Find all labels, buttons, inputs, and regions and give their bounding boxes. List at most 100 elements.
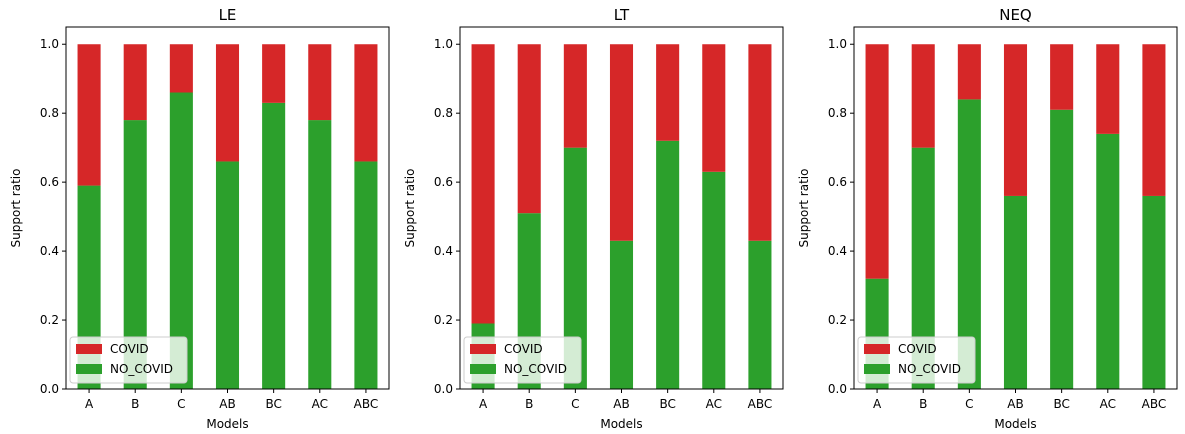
y-tick-label: 0.2 xyxy=(40,313,59,327)
bar-covid-c xyxy=(957,44,981,100)
x-tick-label: C xyxy=(177,397,185,411)
bar-no-covid-bc xyxy=(262,102,286,389)
bar-no-covid-c xyxy=(169,92,193,389)
x-axis-label: Models xyxy=(600,417,642,431)
bar-no-covid-c xyxy=(957,99,981,390)
x-tick-label: AB xyxy=(1007,397,1023,411)
y-tick-label: 1.0 xyxy=(828,37,847,51)
y-tick-label: 0.2 xyxy=(828,313,847,327)
chart-panel-neq: A B C AB BC AC ABC0.00.20.40.60.81.0NEQModelsS… xyxy=(797,6,1178,431)
y-tick-label: 0.2 xyxy=(434,313,453,327)
y-tick-label: 0.8 xyxy=(434,106,453,120)
x-tick-label: BC xyxy=(265,397,281,411)
bar-covid-bc xyxy=(1050,44,1074,110)
bar-no-covid-bc xyxy=(1050,109,1074,390)
bar-covid-b xyxy=(123,44,147,121)
x-tick-label: AB xyxy=(219,397,235,411)
legend-swatch-no_covid xyxy=(470,364,496,374)
bar-covid-abc xyxy=(1142,44,1166,196)
legend-swatch-no_covid xyxy=(76,364,102,374)
bar-covid-ac xyxy=(702,44,726,172)
y-tick-label: 0.4 xyxy=(434,244,453,258)
legend-label-covid: COVID xyxy=(110,342,149,356)
bar-covid-abc xyxy=(748,44,772,241)
legend-label-covid: COVID xyxy=(898,342,937,356)
x-tick-label: BC xyxy=(659,397,675,411)
x-tick-label: ABC xyxy=(354,397,379,411)
x-tick-label: AB xyxy=(613,397,629,411)
x-tick-label: AC xyxy=(1100,397,1116,411)
y-tick-label: 0.0 xyxy=(434,382,453,396)
bar-no-covid-c xyxy=(563,147,587,389)
legend-label-no_covid: NO_COVID xyxy=(504,362,567,376)
y-tick-label: 1.0 xyxy=(40,37,59,51)
x-tick-label: AC xyxy=(312,397,328,411)
x-tick-label: C xyxy=(571,397,579,411)
y-tick-label: 1.0 xyxy=(434,37,453,51)
x-tick-label: B xyxy=(131,397,139,411)
x-tick-label: B xyxy=(525,397,533,411)
bar-no-covid-ac xyxy=(308,120,332,389)
axes-frame xyxy=(65,26,390,390)
x-axis-label: Models xyxy=(206,417,248,431)
legend-label-no_covid: NO_COVID xyxy=(110,362,173,376)
y-tick-label: 0.8 xyxy=(40,106,59,120)
bar-covid-abc xyxy=(354,44,378,162)
x-tick-label: B xyxy=(919,397,927,411)
y-tick-label: 0.0 xyxy=(828,382,847,396)
bar-covid-b xyxy=(517,44,541,214)
bar-covid-bc xyxy=(656,44,680,141)
legend-swatch-no_covid xyxy=(864,364,890,374)
legend: COVID NO_COVID xyxy=(463,336,582,384)
y-axis-label: Support ratio xyxy=(403,169,417,248)
bar-covid-a xyxy=(77,44,101,186)
legend: COVID NO_COVID xyxy=(857,336,976,384)
bar-covid-a xyxy=(471,44,495,324)
bar-covid-c xyxy=(169,44,193,93)
legend-swatch-covid xyxy=(864,344,890,354)
x-tick-label: ABC xyxy=(748,397,773,411)
bar-no-covid-ab xyxy=(215,161,240,389)
bar-no-covid-ac xyxy=(1096,133,1120,389)
bar-covid-ab xyxy=(1003,44,1028,196)
bar-covid-ac xyxy=(1096,44,1120,134)
y-tick-label: 0.4 xyxy=(40,244,59,258)
chart-title: LT xyxy=(614,6,630,24)
legend-label-no_covid: NO_COVID xyxy=(898,362,961,376)
chart-title: LE xyxy=(219,6,237,24)
x-tick-label: AC xyxy=(706,397,722,411)
bar-covid-a xyxy=(865,44,889,279)
bar-no-covid-b xyxy=(911,147,935,389)
x-tick-label: C xyxy=(965,397,973,411)
bar-no-covid-b xyxy=(123,120,147,389)
y-tick-label: 0.8 xyxy=(828,106,847,120)
x-tick-label: A xyxy=(873,397,882,411)
x-tick-label: A xyxy=(479,397,488,411)
bar-covid-bc xyxy=(262,44,286,103)
x-tick-label: ABC xyxy=(1142,397,1167,411)
legend: COVID NO_COVID xyxy=(69,336,188,384)
y-tick-label: 0.4 xyxy=(828,244,847,258)
chart-panel-le: A B C AB BC AC ABC0.00.20.40.60.81.0LEModelsSu… xyxy=(9,6,390,431)
bar-covid-ab xyxy=(609,44,634,241)
x-tick-label: BC xyxy=(1053,397,1069,411)
bar-covid-ac xyxy=(308,44,332,121)
x-axis-label: Models xyxy=(994,417,1036,431)
x-tick-label: A xyxy=(85,397,94,411)
bar-no-covid-abc xyxy=(354,161,378,389)
y-tick-label: 0.6 xyxy=(828,175,847,189)
bar-covid-c xyxy=(563,44,587,148)
bar-no-covid-ac xyxy=(702,171,726,389)
axes-frame xyxy=(459,26,784,390)
y-axis-label: Support ratio xyxy=(797,169,811,248)
chart-title: NEQ xyxy=(999,6,1032,24)
bar-no-covid-abc xyxy=(1142,195,1166,389)
bar-no-covid-ab xyxy=(1003,195,1028,389)
bar-no-covid-ab xyxy=(609,240,634,389)
y-tick-label: 0.0 xyxy=(40,382,59,396)
legend-swatch-covid xyxy=(76,344,102,354)
y-axis-label: Support ratio xyxy=(9,169,23,248)
axes-frame xyxy=(853,26,1178,390)
legend-swatch-covid xyxy=(470,344,496,354)
